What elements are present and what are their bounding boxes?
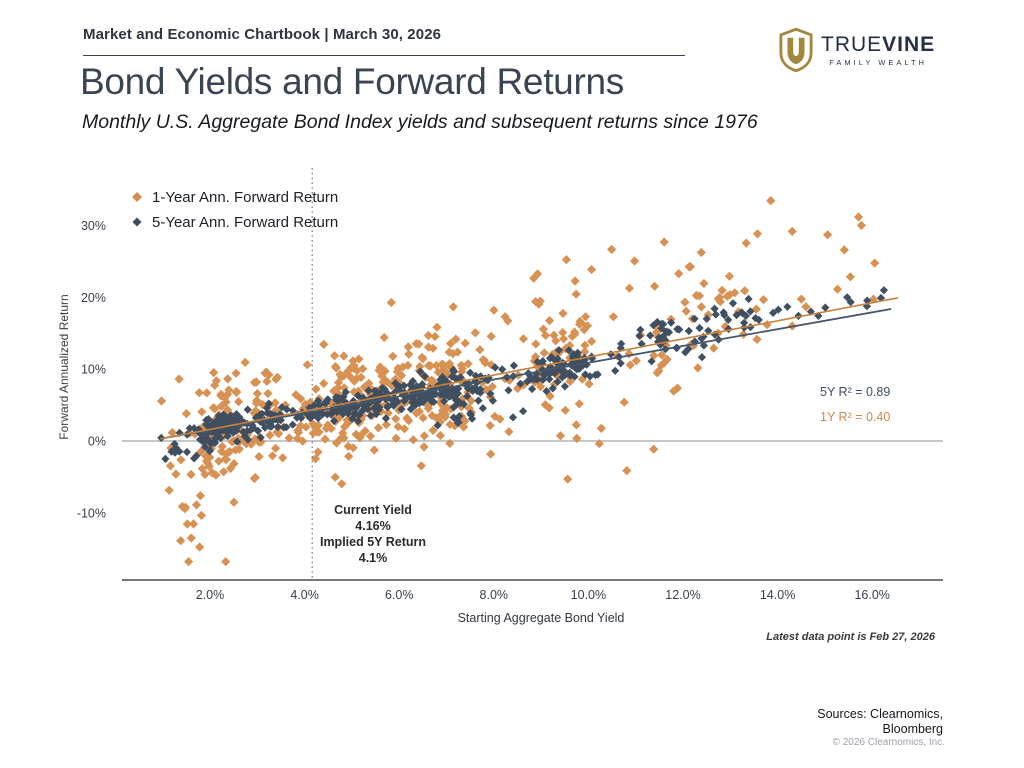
header-rule [83, 55, 685, 56]
y-tick-label: 20% [81, 291, 106, 305]
trendline-1y [160, 296, 899, 440]
current-yield-annotation-line: Implied 5Y Return [320, 535, 426, 549]
copyright-note: © 2026 Clearnomics, Inc. [832, 737, 945, 748]
x-tick-label: 12.0% [665, 588, 700, 602]
current-yield-annotation-line: 4.16% [355, 519, 390, 533]
r2-label-1y: 1Y R² = 0.40 [820, 410, 890, 424]
y-tick-label: -10% [77, 506, 106, 520]
x-tick-label: 10.0% [571, 588, 606, 602]
x-tick-label: 16.0% [854, 588, 889, 602]
y-tick-label: 30% [81, 219, 106, 233]
current-yield-annotation-line: 4.1% [359, 551, 388, 565]
x-tick-label: 2.0% [196, 588, 225, 602]
legend-diamond-icon [132, 192, 142, 202]
x-axis-title: Starting Aggregate Bond Yield [458, 611, 625, 625]
x-tick-label: 4.0% [290, 588, 319, 602]
report-kicker: Market and Economic Chartbook | March 30… [83, 26, 442, 43]
chart-footnote: Latest data point is Feb 27, 2026 [766, 631, 936, 643]
chart-legend: 1-Year Ann. Forward Return 5-Year Ann. Fo… [132, 189, 338, 231]
y-axis-title: Forward Annualized Return [57, 294, 71, 439]
logo-tagline: FAMILY WEALTH [829, 57, 927, 67]
x-tick-label: 6.0% [385, 588, 414, 602]
sources-note: Sources: Clearnomics, Bloomberg [817, 707, 943, 736]
x-tick-label: 14.0% [760, 588, 795, 602]
truevine-logo: TRUEVINE FAMILY WEALTH [779, 25, 959, 75]
points-5y-forward-return [157, 286, 888, 464]
shield-icon [779, 27, 813, 73]
y-tick-label: 0% [88, 435, 106, 449]
page-title: Bond Yields and Forward Returns [80, 61, 624, 102]
sources-line1: Sources: Clearnomics, [817, 707, 943, 721]
page-subtitle: Monthly U.S. Aggregate Bond Index yields… [82, 111, 758, 133]
points-1y-forward-return [156, 196, 880, 567]
x-tick-label: 8.0% [480, 588, 509, 602]
legend-label-5y: 5-Year Ann. Forward Return [152, 214, 338, 231]
legend-diamond-icon [132, 217, 142, 227]
current-yield-annotation-line: Current Yield [334, 503, 412, 517]
r2-label-5y: 5Y R² = 0.89 [820, 385, 890, 399]
trendline-5y [160, 308, 892, 440]
logo-brand-primary: TRUE [821, 32, 883, 56]
logo-brand-secondary: VINE [882, 32, 936, 56]
logo-wordmark: TRUEVINE FAMILY WEALTH [821, 32, 936, 67]
sources-line2: Bloomberg [882, 721, 943, 736]
legend-label-1y: 1-Year Ann. Forward Return [152, 189, 338, 206]
y-tick-label: 10% [81, 363, 106, 377]
current-yield-annotation: Current Yield 4.16% Implied 5Y Return 4.1% [320, 503, 426, 565]
